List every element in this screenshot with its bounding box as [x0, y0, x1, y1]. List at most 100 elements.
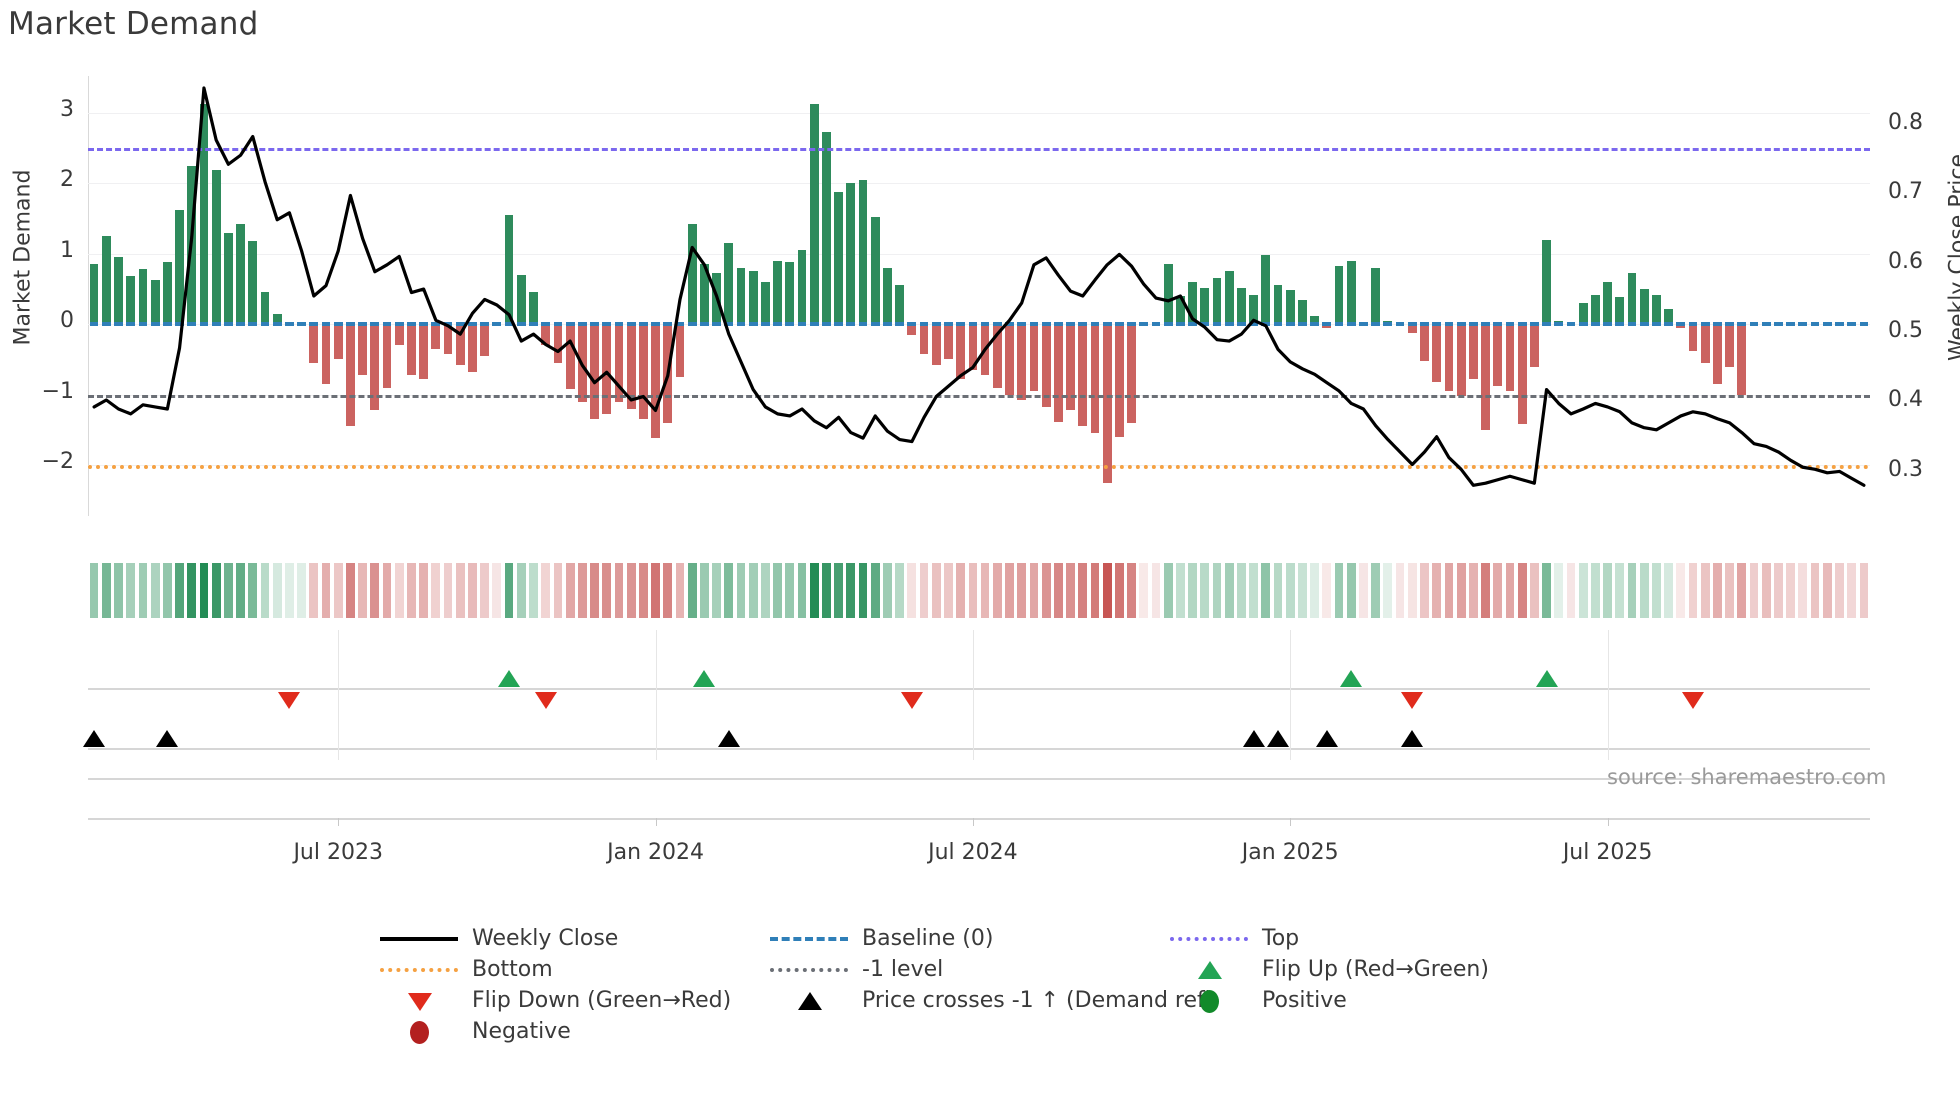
baseline-segment: [1127, 322, 1136, 327]
y-tick-left: 1: [60, 237, 74, 263]
demand-bar: [1664, 308, 1673, 325]
legend-key: [380, 925, 458, 951]
heatmap-cell: [126, 563, 136, 618]
marker-vgrid: [1607, 630, 1609, 760]
legend-item[interactable]: Negative: [380, 1018, 571, 1044]
heatmap-cell: [1285, 563, 1295, 618]
demand-bar: [1737, 324, 1747, 395]
heatmap-cell: [761, 563, 770, 618]
demand-bar: [1688, 324, 1698, 351]
demand-bar: [1005, 324, 1014, 395]
heatmap-cell: [1102, 563, 1112, 618]
legend-key: [380, 956, 458, 982]
baseline-segment: [907, 322, 917, 327]
flip-up-marker: [1340, 670, 1363, 687]
heatmap-cell: [1859, 563, 1869, 618]
baseline-segment: [858, 322, 868, 327]
baseline-segment: [980, 322, 990, 327]
demand-bar: [1725, 324, 1735, 367]
baseline-segment: [1749, 322, 1759, 327]
heatmap-cell: [1505, 563, 1515, 618]
flip-down-icon: [408, 993, 432, 1011]
heatmap-cell: [1688, 563, 1698, 618]
legend-item[interactable]: Price crosses -1 ↑ (Demand ref): [770, 987, 1213, 1013]
heatmap-cell: [333, 563, 343, 618]
demand-bar: [1456, 324, 1466, 397]
baseline-segment: [150, 322, 160, 327]
baseline-segment: [1468, 322, 1478, 327]
baseline-segment: [284, 322, 294, 327]
baseline-segment: [1029, 322, 1039, 327]
baseline-segment: [1639, 322, 1649, 327]
heatmap-cell: [1053, 563, 1063, 618]
baseline-segment: [223, 322, 233, 327]
demand-bar: [919, 324, 929, 354]
demand-bar: [1249, 294, 1258, 325]
legend-label: Baseline (0): [862, 925, 994, 951]
baseline-segment: [1090, 322, 1100, 327]
heatmap-cell: [1529, 563, 1539, 618]
flip-down-marker: [900, 692, 923, 709]
baseline-segment: [712, 322, 721, 327]
baseline-segment: [1444, 322, 1454, 327]
bottom-rule-1: [88, 778, 1870, 780]
baseline-segment: [480, 322, 490, 327]
demand-bar: [1420, 324, 1429, 361]
legend-item[interactable]: Bottom: [380, 956, 553, 982]
heatmap-cell: [1212, 563, 1222, 618]
demand-bar: [1578, 303, 1588, 325]
heatmap-cell: [1237, 563, 1246, 618]
baseline-caps: [88, 88, 1870, 504]
heatmap-cell: [358, 563, 367, 618]
legend-label: Positive: [1262, 987, 1347, 1013]
demand-bar: [1713, 324, 1722, 385]
heatmap-cell: [1664, 563, 1673, 618]
heatmap-cell: [309, 563, 319, 618]
demand-bar: [553, 324, 563, 363]
demand-bar: [431, 324, 441, 349]
demand-bar: [260, 292, 270, 325]
demand-bar: [321, 324, 331, 385]
heatmap-cell: [822, 563, 831, 618]
heatmap-cell: [1151, 563, 1161, 618]
legend-item[interactable]: Weekly Close: [380, 925, 618, 951]
heatmap-cell: [455, 563, 465, 618]
demand-bar: [773, 260, 782, 325]
baseline-segment: [1835, 322, 1844, 327]
baseline-segment: [1493, 322, 1503, 327]
legend-item[interactable]: Flip Down (Green→Red): [380, 987, 731, 1013]
marker-vgrid: [655, 630, 657, 760]
demand-bar: [931, 324, 941, 366]
legend-item[interactable]: -1 level: [770, 956, 943, 982]
demand-bar: [358, 324, 367, 375]
demand-bar: [1493, 324, 1503, 387]
baseline-segment: [675, 322, 685, 327]
baseline-segment: [236, 322, 245, 327]
baseline-segment: [1005, 322, 1014, 327]
baseline-segment: [1859, 322, 1869, 327]
heatmap-cell: [663, 563, 673, 618]
y-tick-right: 0.3: [1888, 456, 1923, 482]
heatmap-cell: [980, 563, 990, 618]
baseline-segment: [1713, 322, 1722, 327]
baseline-segment: [1652, 322, 1661, 327]
baseline-segment: [272, 322, 282, 327]
y-tick-right: 0.6: [1888, 248, 1923, 274]
demand-bar: [1517, 324, 1527, 425]
legend-key: [770, 987, 848, 1013]
legend-item[interactable]: Baseline (0): [770, 925, 993, 951]
demand-bar: [248, 241, 258, 325]
baseline-segment: [1383, 322, 1393, 327]
heatmap-cell: [919, 563, 929, 618]
baseline-segment: [895, 322, 905, 327]
flip-up-marker: [693, 670, 716, 687]
legend-item[interactable]: Top: [1170, 925, 1299, 951]
demand-bar: [907, 324, 917, 335]
demand-bar: [968, 324, 978, 371]
legend-item[interactable]: Positive: [1170, 987, 1347, 1013]
legend-line-icon: [1170, 937, 1248, 941]
heatmap-cell: [223, 563, 233, 618]
demand-bar: [1078, 324, 1088, 427]
legend-item[interactable]: Flip Up (Red→Green): [1170, 956, 1489, 982]
heatmap-cell: [1127, 563, 1136, 618]
